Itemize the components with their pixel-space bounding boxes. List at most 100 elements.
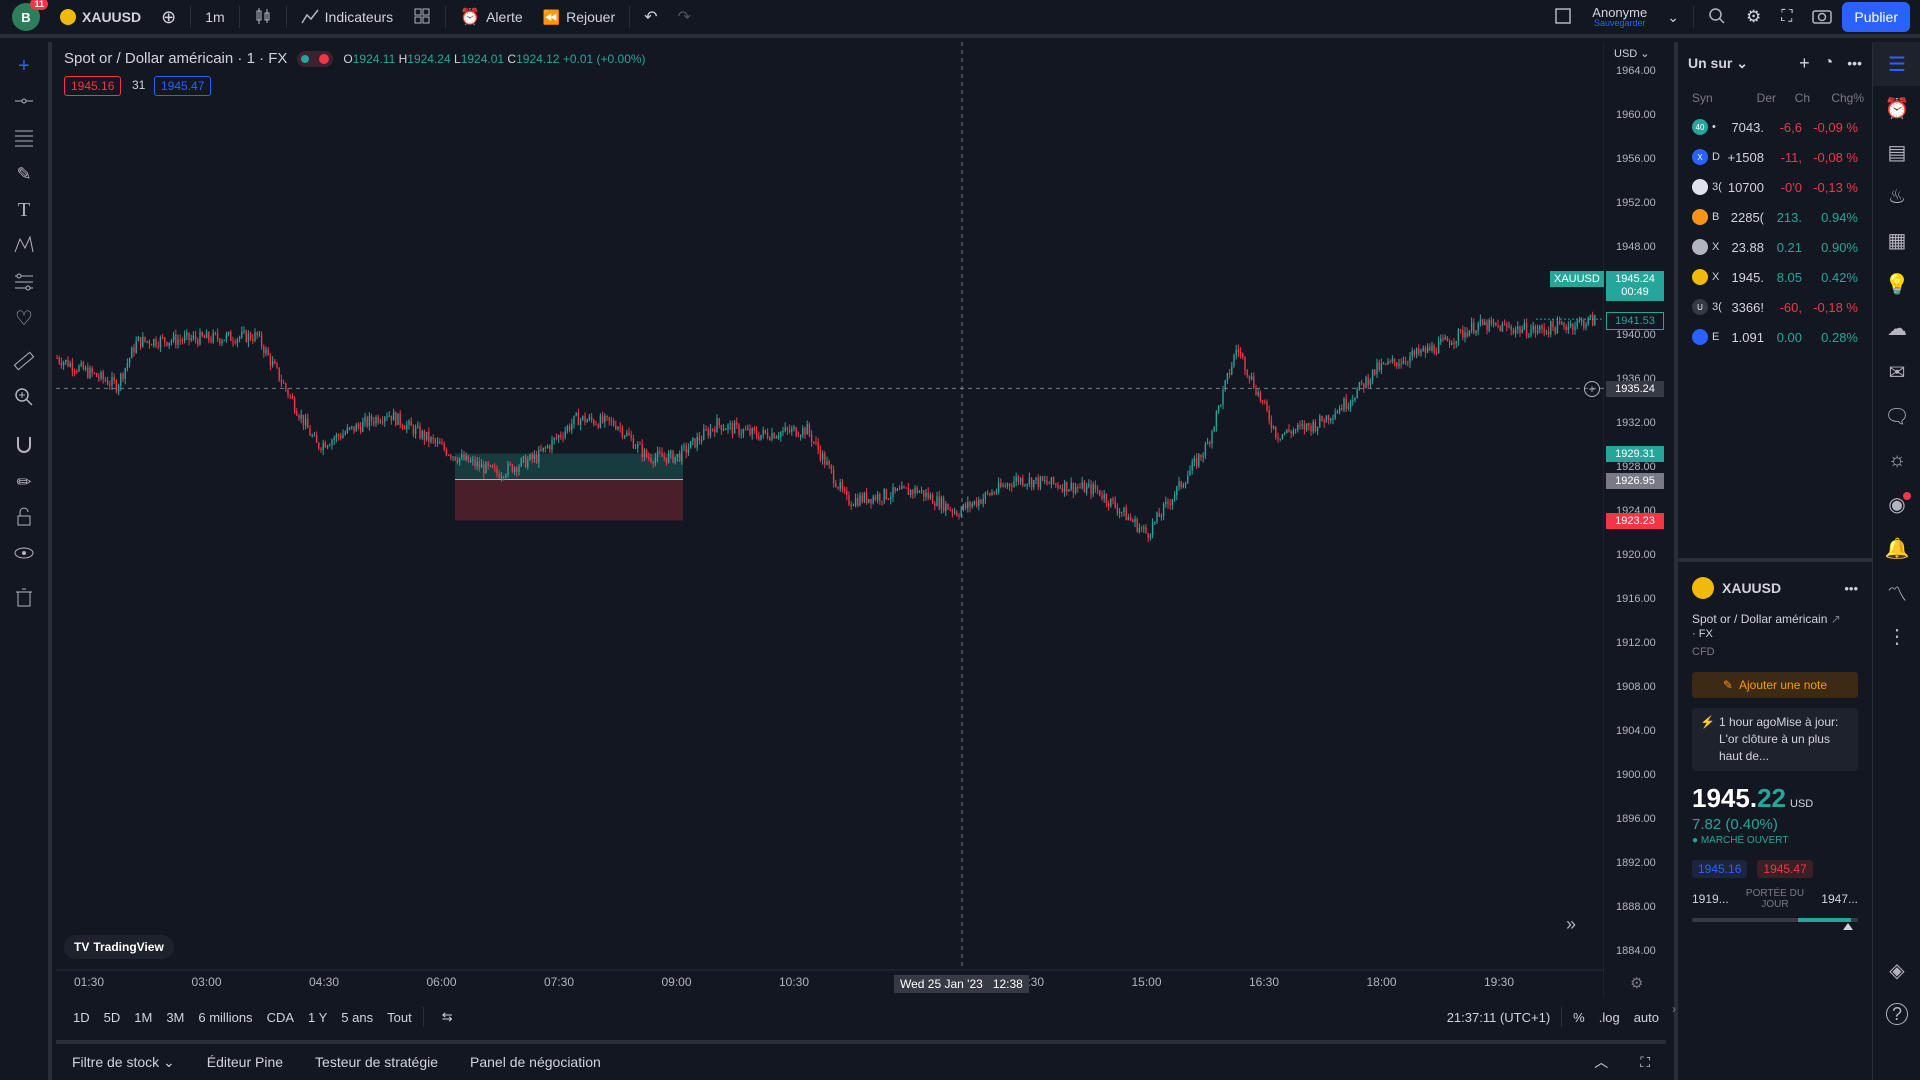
col-change[interactable]: Ch — [1794, 91, 1810, 105]
sell-button[interactable]: 1945.16 — [64, 76, 122, 96]
range-5-ans[interactable]: 5 ans — [341, 1009, 374, 1025]
range-3m[interactable]: 3M — [166, 1009, 185, 1025]
collapse-panel-button[interactable]: ︿ — [1578, 1052, 1624, 1072]
tab-pine-editor[interactable]: Éditeur Pine — [191, 1054, 299, 1070]
details-symbol[interactable]: XAUUSD — [1722, 580, 1782, 596]
maximize-panel-button[interactable]: ⛶ — [1624, 1054, 1666, 1071]
range-1-y[interactable]: 1 Y — [308, 1009, 328, 1025]
panel-divider[interactable] — [1678, 558, 1872, 562]
ideas-button[interactable]: 💡 — [1873, 262, 1920, 306]
advanced-view-icon[interactable]: ◔ — [1823, 54, 1834, 71]
layers-button[interactable]: ◈ — [1873, 948, 1920, 992]
watchlist-button[interactable]: ☰ — [1873, 42, 1920, 86]
undo-button[interactable]: ↶ — [634, 0, 667, 36]
redo-button[interactable]: ↷ — [668, 0, 701, 36]
replay-button[interactable]: ⏪ Rejouer — [533, 0, 625, 36]
percent-scale-toggle[interactable]: % — [1573, 1009, 1585, 1025]
range-5d[interactable]: 5D — [103, 1009, 121, 1025]
text-tool[interactable]: T — [0, 192, 48, 228]
add-alert-icon[interactable]: + — [1584, 381, 1600, 397]
notifications-button[interactable]: 🔔 — [1873, 526, 1920, 570]
interval-button[interactable]: 1m — [195, 0, 234, 36]
layouts-button[interactable] — [403, 0, 441, 36]
messages-button[interactable]: ✉ — [1873, 350, 1920, 394]
axis-settings-icon[interactable]: ⚙ — [1630, 975, 1644, 992]
indicators-button[interactable]: Indicateurs — [291, 0, 403, 36]
watchlist-row[interactable]: 40 • 7043. -6,6 -0,09 % — [1678, 112, 1872, 142]
user-avatar[interactable]: B 11 — [12, 0, 48, 31]
chart-pane[interactable] — [56, 42, 1666, 998]
col-symbol[interactable]: Syn — [1692, 91, 1713, 105]
trend-button[interactable]: 〽 — [1873, 570, 1920, 614]
add-note-button[interactable]: ✎ Ajouter une note — [1692, 672, 1858, 698]
watchlist-row[interactable]: X D +1508 -11, -0,08 % — [1678, 142, 1872, 172]
col-change-pct[interactable]: Chg% — [1831, 91, 1864, 105]
compare-symbol-button[interactable]: ⊕ — [151, 0, 186, 36]
collapse-panel-arrow[interactable]: › — [1672, 1002, 1676, 1016]
layout-menu-button[interactable]: ⌄ — [1657, 0, 1689, 36]
chart-type-button[interactable] — [244, 0, 282, 36]
price-chart[interactable] — [56, 42, 1666, 998]
streams-button[interactable]: ◉ — [1873, 482, 1920, 526]
tab-trading-panel[interactable]: Panel de négociation — [454, 1054, 617, 1070]
measure-tool[interactable] — [0, 344, 48, 380]
chats-button[interactable]: ☁ — [1873, 306, 1920, 350]
clock-timezone[interactable]: 21:37:11 (UTC+1) — [1446, 1009, 1551, 1025]
lock-tool[interactable] — [0, 500, 48, 536]
prediction-tool[interactable] — [0, 264, 48, 300]
publish-button[interactable]: Publier — [1842, 2, 1910, 32]
watchlist-row[interactable]: 3(10700 -0'0 -0,13 % — [1678, 172, 1872, 202]
settings-button[interactable]: ⚙ — [1736, 0, 1771, 36]
zoom-tool[interactable] — [0, 380, 48, 416]
hotlists-button[interactable]: ♨ — [1873, 174, 1920, 218]
add-symbol-icon[interactable]: + — [1799, 52, 1810, 73]
trend-line-tool[interactable] — [0, 84, 48, 120]
alert-button[interactable]: ⏰ Alerte — [450, 0, 533, 36]
range-6-millions[interactable]: 6 millions — [198, 1009, 253, 1025]
crosshair-tool[interactable]: + — [0, 48, 48, 84]
symbol-search-button[interactable]: XAUUSD — [50, 0, 151, 36]
currency-dropdown[interactable]: USD ⌄ — [1614, 48, 1650, 60]
goto-date-button[interactable]: ⇆ — [428, 1009, 467, 1025]
range-1m[interactable]: 1M — [134, 1009, 153, 1025]
save-layout-button[interactable]: Anonyme Sauvegarder — [1582, 0, 1657, 36]
hide-tool[interactable] — [0, 536, 48, 572]
tradingview-logo[interactable]: TV TradingView — [64, 935, 174, 959]
help-center-button[interactable]: ? — [1873, 992, 1920, 1036]
auto-scale-toggle[interactable]: auto — [1633, 1009, 1659, 1025]
tab-strategy-tester[interactable]: Testeur de stratégie — [299, 1054, 454, 1070]
snapshot-button[interactable] — [1802, 0, 1842, 36]
data-window-button[interactable]: ⋮ — [1873, 614, 1920, 658]
favorites-tool[interactable]: ♡ — [0, 300, 48, 336]
live-toggle[interactable] — [297, 50, 334, 67]
stay-drawing-tool[interactable]: ✏ — [0, 464, 48, 500]
help-button[interactable]: ☼ — [1873, 438, 1920, 482]
news-item[interactable]: ⚡ 1 hour agoMise à jour: L'or clôture à u… — [1692, 708, 1858, 771]
range-cda[interactable]: CDA — [266, 1009, 295, 1025]
search-button[interactable] — [1698, 0, 1736, 36]
layout-toggle-button[interactable] — [1544, 0, 1582, 36]
buy-button[interactable]: 1945.47 — [154, 76, 212, 96]
calendar-button[interactable]: ▦ — [1873, 218, 1920, 262]
scroll-to-realtime-button[interactable]: » — [1566, 914, 1577, 934]
alerts-button[interactable]: ⏰ — [1873, 86, 1920, 130]
notes-button[interactable]: 🗨 — [1873, 394, 1920, 438]
fullscreen-button[interactable]: ⛶ — [1771, 0, 1802, 36]
object-tree-button[interactable]: ▤ — [1873, 130, 1920, 174]
tab-stock-screener[interactable]: Filtre de stock ⌄ — [56, 1054, 191, 1071]
pattern-tool[interactable] — [0, 228, 48, 264]
more-options-icon[interactable]: ••• — [1847, 55, 1862, 71]
range-tout[interactable]: Tout — [387, 1009, 412, 1025]
watchlist-dropdown[interactable]: Un sur ⌄ — [1688, 54, 1748, 71]
watchlist-row[interactable]: X 23.88 0.21 0.90% — [1678, 232, 1872, 262]
col-last[interactable]: Der — [1756, 91, 1776, 105]
remove-drawings-tool[interactable] — [0, 580, 48, 616]
magnet-tool[interactable] — [0, 428, 48, 464]
watchlist-row[interactable]: X 1945. 8.05 0.42% — [1678, 262, 1872, 292]
watchlist-row[interactable]: E 1.091 0.00 0.28% — [1678, 322, 1872, 352]
external-link-icon[interactable]: ↗ — [1830, 612, 1841, 626]
watchlist-row[interactable]: B 2285(213. 0.94% — [1678, 202, 1872, 232]
range-1d[interactable]: 1D — [73, 1009, 90, 1025]
watchlist-row[interactable]: U 3(3366! -60, -0,18 % — [1678, 292, 1872, 322]
log-scale-toggle[interactable]: .log — [1598, 1009, 1620, 1025]
